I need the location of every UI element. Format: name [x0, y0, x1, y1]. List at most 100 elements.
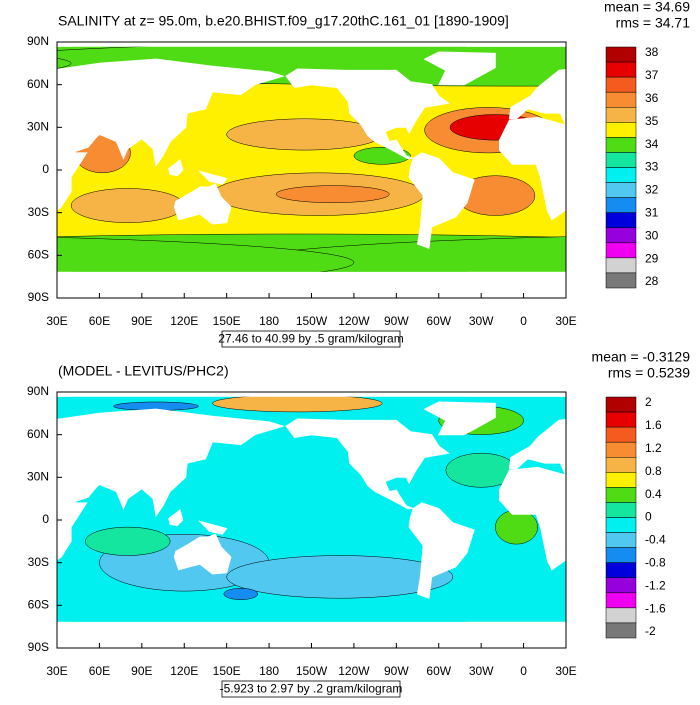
stat: mean = 34.69 — [604, 0, 690, 15]
colorbar-box — [605, 607, 637, 624]
contour-region — [0, 510, 29, 544]
colorbar-label: 29 — [645, 251, 659, 265]
colorbar-box — [605, 502, 637, 518]
map-body — [0, 42, 566, 298]
land — [57, 474, 88, 561]
colorbar-box — [605, 411, 637, 428]
land — [423, 401, 496, 436]
lon-label: 60W — [426, 664, 451, 678]
contour-region — [70, 188, 185, 223]
colorbar-label: -0.8 — [645, 555, 666, 569]
colorbar-label: 1.2 — [645, 441, 662, 455]
colorbar-box — [605, 122, 637, 138]
colorbar-box — [605, 152, 637, 168]
lat-label: 30N — [27, 120, 49, 134]
land — [466, 271, 566, 298]
land — [285, 68, 450, 160]
lat-label: 90N — [27, 384, 49, 398]
lon-label: 30E — [555, 314, 576, 328]
colorbar-label: 31 — [645, 205, 659, 219]
colorbar-label: 2 — [645, 395, 652, 409]
colorbar-box — [605, 46, 637, 63]
colorbar-box — [605, 547, 637, 563]
land — [508, 68, 566, 127]
contour-region — [275, 185, 390, 203]
lon-label: 120W — [338, 314, 370, 328]
colorbar-box — [605, 517, 637, 533]
land — [499, 116, 566, 221]
contour-region — [0, 176, 26, 216]
lat-label: 60S — [28, 598, 49, 612]
colorbar-label: 36 — [645, 91, 659, 105]
colorbar-label: 0.8 — [645, 464, 662, 478]
land — [466, 392, 566, 397]
land — [423, 51, 496, 86]
lon-label: 150W — [296, 314, 328, 328]
colorbar-box — [605, 532, 637, 548]
colorbar-label: 38 — [645, 45, 659, 59]
map: 90N 60N 30N 0 30S 60S 90S 30E 60E 90E 120E 150E 180 1… — [0, 0, 691, 348]
lat-label: 30S — [28, 555, 49, 569]
colorbar-label: 30 — [645, 228, 659, 242]
lon-label: 90E — [131, 314, 152, 328]
colorbar-label: -1.6 — [645, 601, 666, 615]
colorbar-label: -1.2 — [645, 578, 666, 592]
colorbar-label: 33 — [645, 160, 659, 174]
land — [678, 510, 692, 526]
lon-label: 30E — [46, 664, 67, 678]
lon-label: 150E — [213, 664, 241, 678]
contour-region — [212, 394, 383, 413]
colorbar-label: -2 — [645, 624, 656, 638]
contour-region — [226, 118, 383, 151]
land — [466, 42, 566, 47]
colorbar-box — [605, 227, 637, 244]
lat-label: 0 — [42, 162, 49, 176]
lon-label: 30E — [46, 314, 67, 328]
colorbar-label: 28 — [645, 274, 659, 288]
panel-title: SALINITY at z= 95.0m, b.e20.BHIST.f09_g1… — [58, 13, 509, 29]
lon-label: 60W — [426, 314, 451, 328]
lat-label: 60N — [27, 77, 49, 91]
land — [466, 621, 566, 648]
land — [285, 418, 450, 510]
lat-label: 0 — [42, 512, 49, 526]
colorbar-box — [605, 396, 637, 413]
colorbar-box — [605, 212, 637, 228]
lon-label: 150W — [296, 664, 328, 678]
land — [198, 520, 228, 535]
colorbar-box — [605, 592, 637, 609]
colorbar-box — [605, 457, 637, 473]
colorbar-box — [605, 91, 637, 108]
lon-label: 60E — [89, 314, 110, 328]
lon-label: 90W — [384, 664, 409, 678]
lon-label: 0 — [520, 314, 527, 328]
lat-label: 90N — [27, 34, 49, 48]
contour-region — [0, 406, 15, 434]
land — [683, 534, 700, 574]
colorbar-box — [605, 242, 637, 259]
land — [57, 621, 566, 648]
colorbar-box — [605, 487, 637, 503]
map: 90N 60N 30N 0 30S 60S 90S 30E 60E 90E 120E 150E 180 1… — [0, 349, 700, 698]
land — [57, 124, 88, 211]
colorbar-label: 35 — [645, 114, 659, 128]
land — [508, 418, 566, 477]
lon-label: 30E — [555, 664, 576, 678]
lat-label: 30S — [28, 205, 49, 219]
land — [499, 466, 566, 571]
colorbar-box — [605, 107, 637, 123]
colorbar-label: -0.4 — [645, 533, 666, 547]
lat-label: 90S — [28, 640, 49, 654]
stat: rms = 34.71 — [616, 15, 691, 31]
colorbar-box — [605, 562, 637, 578]
lon-label: 150E — [213, 314, 241, 328]
land — [57, 408, 285, 517]
land — [57, 271, 566, 298]
lon-label: 0 — [520, 664, 527, 678]
colorbar-box — [605, 441, 637, 458]
range-label: -5.923 to 2.97 by .2 gram/kilogram — [220, 682, 403, 696]
land — [198, 170, 228, 185]
lon-label: 90E — [131, 664, 152, 678]
land — [57, 621, 72, 648]
